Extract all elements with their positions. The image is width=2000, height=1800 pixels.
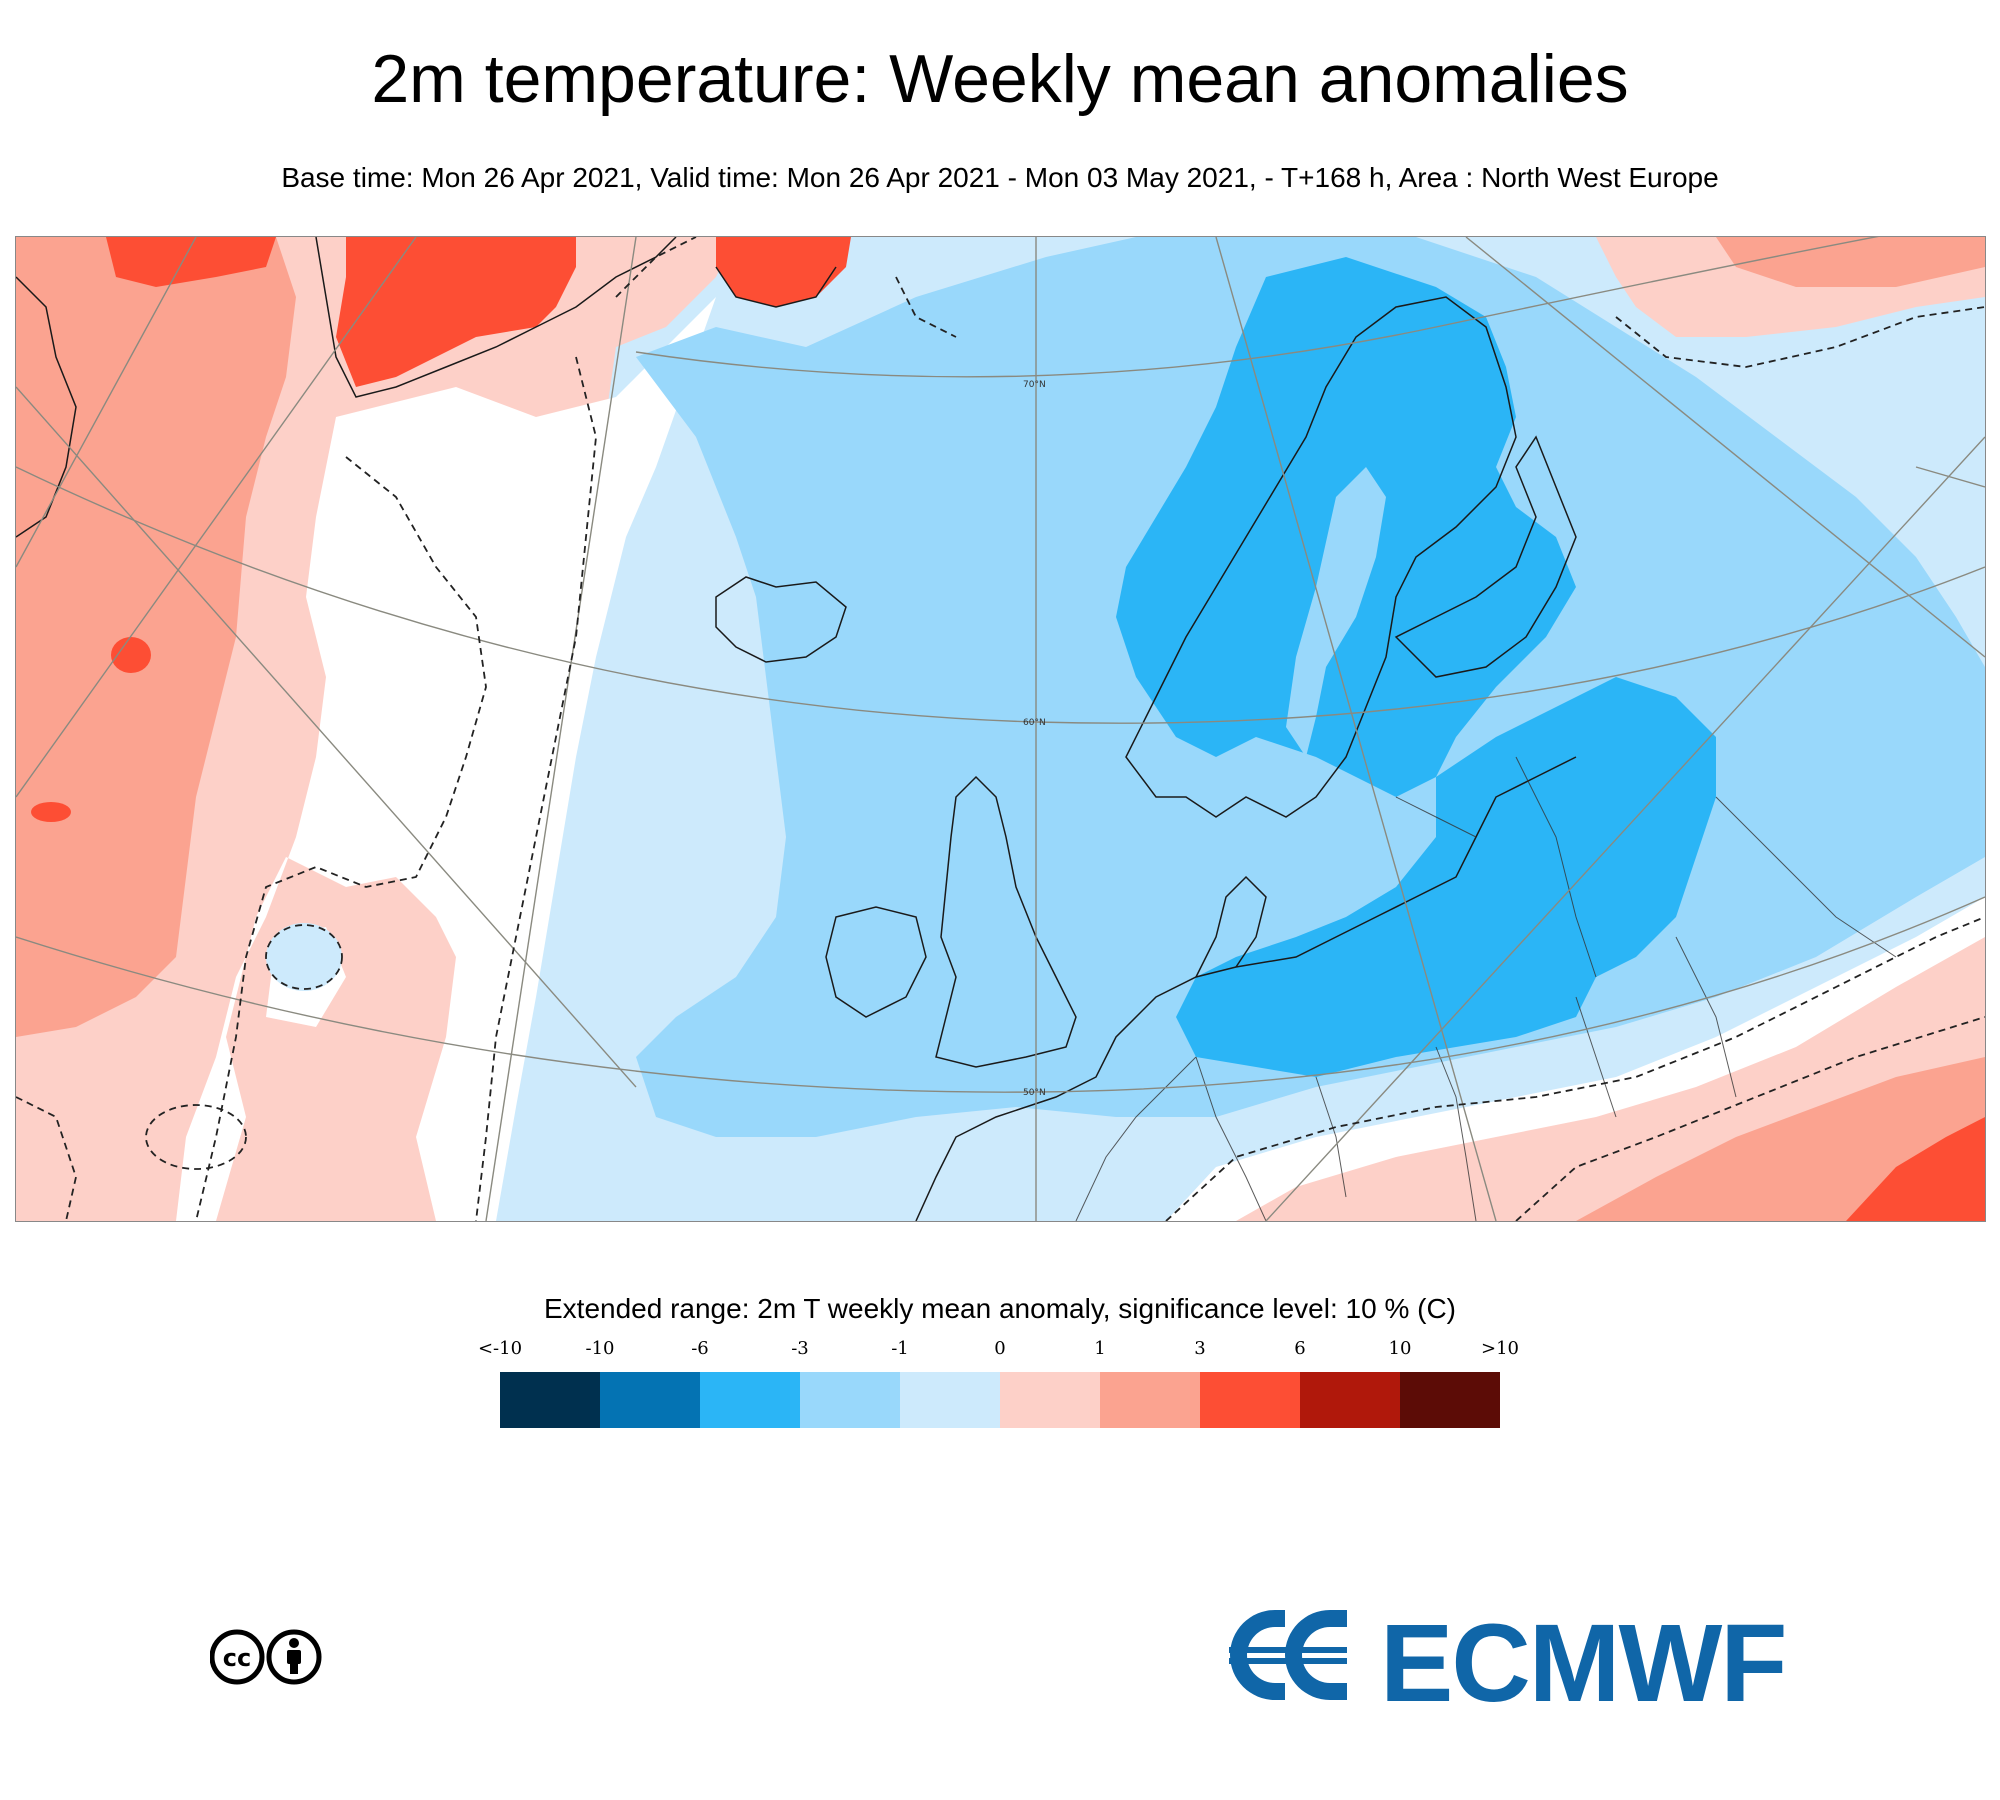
legend-tick: -6	[691, 1338, 709, 1359]
legend-colorbar	[500, 1372, 1500, 1428]
anomaly-region-cold-strong-baltic	[1176, 677, 1716, 1077]
legend-swatch	[700, 1372, 800, 1428]
anomaly-region-neutral-south	[1166, 897, 1985, 1221]
country-borders	[1075, 756, 1897, 1221]
svg-text:cc: cc	[223, 1644, 251, 1672]
page-title: 2m temperature: Weekly mean anomalies	[371, 41, 1629, 117]
anomaly-region-svalbard-warm	[716, 237, 851, 307]
legend-ticks: <-10 -10 -6 -3 -1 0 1 3 6 10 >10	[478, 1338, 1519, 1362]
anomaly-map[interactable]: 70°N 60°N 50°N	[15, 236, 1986, 1222]
legend-tick: 1	[1094, 1338, 1106, 1359]
graticule	[16, 237, 1985, 1221]
anomaly-warm-spot-2	[31, 802, 71, 822]
legend-tick: <-10	[477, 1338, 523, 1359]
anomaly-region-warm-mid-west	[16, 237, 296, 1037]
legend-swatch	[500, 1372, 600, 1428]
legend-tick: 0	[994, 1338, 1006, 1359]
legend-swatch	[1400, 1372, 1500, 1428]
page-subtitle: Base time: Mon 26 Apr 2021, Valid time: …	[281, 162, 1719, 193]
legend-tick: 3	[1194, 1338, 1206, 1359]
legend-tick: 6	[1294, 1338, 1306, 1359]
legend-swatch	[1000, 1372, 1100, 1428]
legend-swatch	[1200, 1372, 1300, 1428]
legend-swatch	[900, 1372, 1000, 1428]
lat-label-60: 60°N	[1023, 718, 1046, 728]
legend-tick: 10	[1388, 1338, 1412, 1359]
lat-label-50: 50°N	[1023, 1088, 1046, 1098]
ecmwf-logo-text: ECMWF	[1380, 1602, 1787, 1725]
anomaly-warm-spot-1	[111, 637, 151, 673]
legend-tick: -10	[585, 1338, 615, 1359]
anomaly-cold-spot-atlantic	[266, 923, 342, 991]
anomaly-region-neutral-west	[176, 297, 716, 1221]
legend-title: Extended range: 2m T weekly mean anomaly…	[543, 1293, 1456, 1324]
anomaly-region-warm-southeast-3	[1846, 1117, 1985, 1221]
significance-contours	[16, 237, 1985, 1221]
legend-swatch	[1100, 1372, 1200, 1428]
anomaly-region-warm-northeast-2	[1716, 237, 1985, 287]
legend-swatch	[800, 1372, 900, 1428]
ecmwf-logo-icon	[1229, 1610, 1347, 1700]
legend-tick: >10	[1481, 1338, 1519, 1359]
legend-tick: -3	[791, 1338, 809, 1359]
cc-by-icon: cc	[210, 1629, 322, 1685]
anomaly-region-warm-southeast-2	[1576, 1057, 1985, 1221]
map-canvas: 70°N 60°N 50°N	[16, 237, 1985, 1221]
legend-swatch	[600, 1372, 700, 1428]
legend-tick: -1	[891, 1338, 909, 1359]
anomaly-region-greenland-warm	[336, 237, 576, 387]
baltic-sea-lighter	[1286, 467, 1386, 757]
lat-label-70: 70°N	[1023, 380, 1046, 390]
anomaly-region-northwest-corner	[106, 237, 276, 287]
legend-swatch	[1300, 1372, 1400, 1428]
